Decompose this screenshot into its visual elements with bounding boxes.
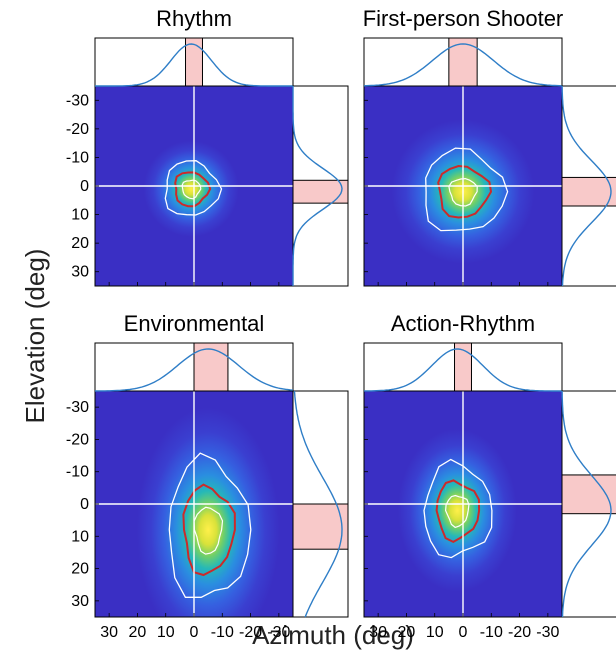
- elevation-band: [292, 503, 349, 550]
- x-tick-label: 20: [398, 624, 416, 641]
- x-tick-label: -20: [239, 624, 262, 641]
- chart-title: Environmental: [124, 311, 265, 336]
- y-tick-label: 20: [71, 561, 89, 578]
- x-tick-label: -30: [267, 624, 290, 641]
- elevation-band: [561, 176, 616, 207]
- x-tick-label: -10: [211, 624, 234, 641]
- contour-middle: [435, 479, 481, 544]
- y-tick-label: -20: [66, 431, 89, 448]
- elevation-marginal-line: [292, 86, 343, 286]
- x-tick-label: 0: [190, 624, 199, 641]
- elevation-marginal-line: [561, 85, 612, 287]
- elevation-marginal-line: [561, 390, 612, 618]
- chart-title: Action-Rhythm: [391, 311, 535, 336]
- x-tick-label: -30: [536, 624, 559, 641]
- y-tick-label: -10: [66, 149, 89, 166]
- elevation-marginal-line: [293, 390, 343, 618]
- azimuth-marginal-line: [94, 348, 294, 392]
- contour-outer: [164, 160, 223, 216]
- y-tick-label: 10: [71, 207, 89, 224]
- contour-middle: [437, 164, 493, 219]
- y-tick-label: 0: [80, 496, 89, 513]
- panel-action-rhythm: Action-Rhythm 30 20 10 0 -10 -20 -30: [363, 311, 616, 641]
- panel-first-person-shooter: First-person Shooter: [363, 6, 616, 287]
- azimuth-band: [448, 37, 478, 87]
- chart-title: First-person Shooter: [363, 6, 564, 31]
- azimuth-marginal-line: [95, 43, 293, 87]
- contour-middle: [174, 171, 212, 208]
- azimuth-band: [185, 37, 203, 87]
- azimuth-marginal-line: [363, 43, 563, 87]
- x-tick-label: 30: [100, 624, 118, 641]
- contour-outer: [425, 147, 509, 232]
- x-tick-label: 0: [459, 624, 468, 641]
- x-tick-label: 10: [157, 624, 175, 641]
- y-tick-label: 30: [71, 264, 89, 281]
- y-tick-label: -30: [66, 399, 89, 416]
- contour-outer: [423, 458, 493, 559]
- y-tick-label: 0: [80, 178, 89, 195]
- y-tick-label: 10: [71, 528, 89, 545]
- elevation-band: [292, 179, 349, 204]
- azimuth-band: [454, 342, 472, 392]
- y-tick-label: 20: [71, 235, 89, 252]
- x-tick-label: -10: [480, 624, 503, 641]
- y-tick-label: 30: [71, 593, 89, 610]
- contour-inner: [448, 177, 478, 207]
- y-tick-label: -20: [66, 121, 89, 138]
- y-tick-label: -30: [66, 92, 89, 109]
- x-tick-label: 10: [426, 624, 444, 641]
- x-tick-label: -20: [508, 624, 531, 641]
- chart-title: Rhythm: [156, 6, 232, 31]
- contour-middle: [182, 483, 236, 577]
- panel-rhythm: Rhythm -30 -20 -10 0 10 20 30: [66, 6, 349, 287]
- y-tick-label: -10: [66, 464, 89, 481]
- x-tick-label: 20: [129, 624, 147, 641]
- x-axis-label: Azimuth (deg): [252, 620, 414, 650]
- contour-inner: [181, 179, 202, 200]
- elevation-band: [561, 474, 616, 515]
- y-axis-label: Elevation (deg): [20, 249, 50, 424]
- azimuth-marginal-line: [364, 348, 562, 392]
- contour-outer: [168, 452, 252, 598]
- x-tick-label: 30: [369, 624, 387, 641]
